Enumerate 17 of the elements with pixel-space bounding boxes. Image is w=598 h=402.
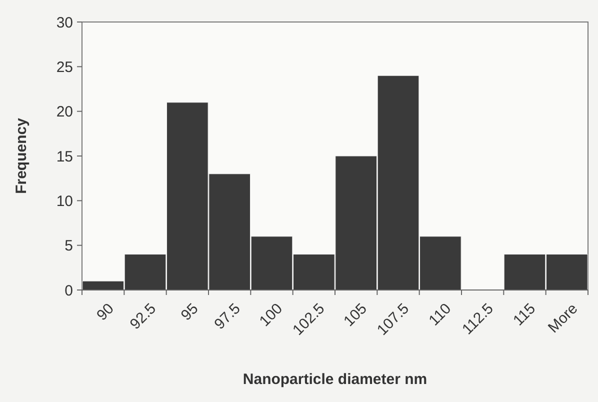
y-tick-label: 15 bbox=[56, 148, 73, 166]
y-tick-label: 20 bbox=[56, 104, 73, 121]
x-tick-label: 105 bbox=[340, 300, 370, 330]
y-tick-label: 5 bbox=[64, 238, 73, 255]
y-axis-title: Frequency bbox=[13, 117, 30, 194]
x-tick-label: 115 bbox=[510, 300, 540, 330]
y-tick-label: 0 bbox=[64, 282, 73, 300]
x-tick-label: 110 bbox=[426, 300, 455, 330]
y-tick-label: 25 bbox=[56, 58, 73, 76]
y-tick-label: 10 bbox=[56, 192, 73, 210]
x-tick-label: 90 bbox=[94, 300, 118, 324]
y-tick-label: 30 bbox=[56, 14, 73, 32]
x-tick-label: 97.5 bbox=[211, 300, 244, 333]
x-tick-label: 95 bbox=[178, 300, 202, 324]
x-tick-label: 100 bbox=[256, 300, 286, 330]
x-tick-label: 92.5 bbox=[126, 300, 160, 333]
x-axis-title: Nanoparticle diameter nm bbox=[242, 371, 428, 388]
